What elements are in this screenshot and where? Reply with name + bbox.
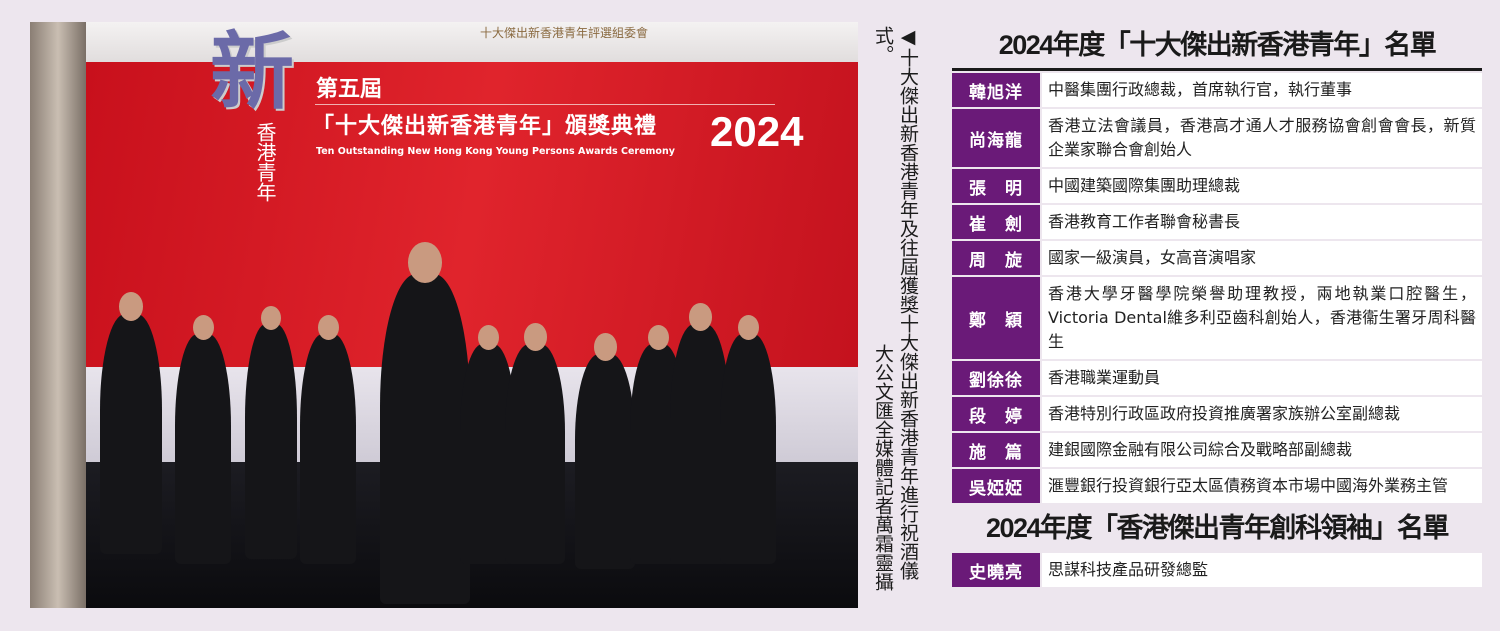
person-silhouette (505, 344, 565, 564)
awardee-name: 史曉亮 (952, 553, 1040, 587)
awardee-title: 香港特別行政區政府投資推廣署家族辦公室副總裁 (1042, 397, 1482, 431)
awardee-title: 思謀科技產品研發總監 (1042, 553, 1482, 587)
person-silhouette (380, 274, 470, 604)
list-row: 周 旋國家一級演員，女高音演唱家 (952, 241, 1482, 275)
ceremony-photo: 十大傑出新香港青年評選組委會 新 香港青年 第五屆 「十大傑出新香港青年」頒獎典… (30, 22, 858, 608)
awardee-title: 中醫集團行政總裁，首席執行官，執行董事 (1042, 73, 1482, 107)
list-row: 段 婷香港特別行政區政府投資推廣署家族辦公室副總裁 (952, 397, 1482, 431)
banner-year: 2024 (710, 108, 804, 155)
list-row: 鄭 穎香港大學牙醫學院榮譽助理教授，兩地執業口腔醫生，Victoria Dent… (952, 277, 1482, 359)
list-title: 2024年度「十大傑出新香港青年」名單 (998, 30, 1437, 60)
event-logo-sub: 香港青年 (253, 122, 277, 202)
awardee-name: 周 旋 (952, 241, 1040, 275)
awardee-name: 段 婷 (952, 397, 1040, 431)
photo-caption-block: ◀十大傑出新香港青年及往屆獲獎十大傑出新香港青年進行祝酒儀式。大公文匯全媒體記者… (868, 26, 920, 596)
sponsor-text: 十大傑出新香港青年評選組委會 (480, 26, 649, 40)
awardee-name: 韓旭洋 (952, 73, 1040, 107)
person-silhouette (100, 314, 162, 554)
person-silhouette (300, 334, 356, 564)
photo-credit: 大公文匯全媒體記者萬霜靈攝 (872, 344, 894, 591)
red-backdrop (86, 62, 858, 367)
awardee-name: 施 篇 (952, 433, 1040, 467)
person-head (523, 323, 547, 351)
awardee-title: 香港大學牙醫學院榮譽助理教授，兩地執業口腔醫生，Victoria Dental維… (1042, 277, 1482, 359)
list-row: 張 明中國建築國際集團助理總裁 (952, 169, 1482, 203)
awardee-name: 劉徐徐 (952, 361, 1040, 395)
caption-spacer (883, 64, 884, 344)
title-rule (952, 68, 1482, 71)
awardee-title: 中國建築國際集團助理總裁 (1042, 169, 1482, 203)
person-head (119, 292, 143, 321)
list-row: 吳婭婭 滙豐銀行投資銀行亞太區債務資本市場中國海外業務主管 (952, 469, 1482, 503)
person-silhouette (720, 334, 776, 564)
awardee-name: 鄭 穎 (952, 277, 1040, 359)
person-head (261, 306, 281, 330)
person-silhouette (175, 334, 231, 564)
photo-caption: ◀十大傑出新香港青年及往屆獲獎十大傑出新香港青年進行祝酒儀式。 (872, 26, 919, 580)
person-head (408, 242, 442, 283)
person-head (192, 315, 214, 341)
banner-divider (315, 104, 775, 105)
person-head (647, 325, 669, 351)
awardee-lists: 2024年度「十大傑出新香港青年」名單 韓旭洋 中醫集團行政總裁，首席執行官，執行… (952, 22, 1482, 587)
banner-edition: 第五屆 (316, 77, 383, 102)
list-row: 史曉亮 思謀科技產品研發總監 (952, 553, 1482, 587)
list-row: 崔 劍香港教育工作者聯會秘書長 (952, 205, 1482, 239)
person-silhouette (575, 354, 635, 569)
list-row: 劉徐徐 香港職業運動員 (952, 361, 1482, 395)
list-row: 施 篇建銀國際金融有限公司綜合及戰略部副總裁 (952, 433, 1482, 467)
awardee-title: 滙豐銀行投資銀行亞太區債務資本市場中國海外業務主管 (1042, 469, 1482, 503)
person-silhouette (245, 324, 297, 559)
awardee-name: 吳婭婭 (952, 469, 1040, 503)
awardee-name: 張 明 (952, 169, 1040, 203)
person-head (688, 303, 712, 331)
list-row: 尚海龍 香港立法會議員，香港高才通人才服務協會創會會長，新質企業家聯合會創始人 (952, 109, 1482, 167)
awardee-title: 香港職業運動員 (1042, 361, 1482, 395)
person-head (477, 325, 499, 351)
awardee-title: 香港立法會議員，香港高才通人才服務協會創會會長，新質企業家聯合會創始人 (1042, 109, 1482, 167)
banner-english: Ten Outstanding New Hong Kong Young Pers… (316, 146, 675, 157)
list-row: 韓旭洋 中醫集團行政總裁，首席執行官，執行董事 (952, 73, 1482, 107)
banner-title: 「十大傑出新香港青年」頒獎典禮 (312, 114, 658, 139)
awardee-title: 建銀國際金融有限公司綜合及戰略部副總裁 (1042, 433, 1482, 467)
person-head (593, 333, 617, 361)
awardee-title: 香港教育工作者聯會秘書長 (1042, 205, 1482, 239)
person-head (737, 315, 759, 341)
awardee-name: 尚海龍 (952, 109, 1040, 167)
person-head (317, 315, 339, 341)
awardee-title: 國家一級演員，女高音演唱家 (1042, 241, 1482, 275)
list-title-2: 2024年度「香港傑出青年創科領袖」名單 (985, 513, 1450, 543)
event-logo: 新 (210, 22, 295, 121)
pillar (30, 22, 86, 608)
awardee-name: 崔 劍 (952, 205, 1040, 239)
